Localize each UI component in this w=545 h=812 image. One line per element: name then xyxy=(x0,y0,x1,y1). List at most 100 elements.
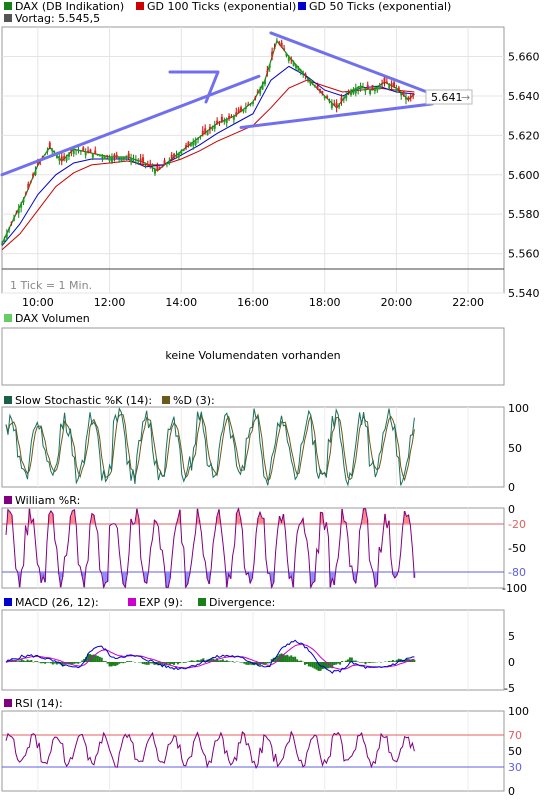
series-line-2 xyxy=(1,65,415,247)
candle-body xyxy=(63,156,66,159)
legend-exp: EXP (9): xyxy=(139,596,183,609)
main-x-tick-label: 20:00 xyxy=(381,296,413,309)
rsi-ytick-50: 50 xyxy=(508,745,522,758)
candle-body xyxy=(3,238,6,242)
main-x-tick-label: 12:00 xyxy=(94,296,126,309)
candle-body xyxy=(412,94,415,96)
legend-swatch-div xyxy=(198,598,206,606)
candle-body xyxy=(82,147,85,152)
williams-line xyxy=(5,507,415,590)
candle-body xyxy=(330,103,333,108)
candle-body xyxy=(220,116,223,122)
candle-body xyxy=(8,228,11,230)
candle-body xyxy=(333,103,336,106)
candle-body xyxy=(101,155,104,159)
macd-exp-line xyxy=(5,643,415,670)
candle-body xyxy=(232,116,235,120)
series-line-1 xyxy=(1,79,415,251)
macd-line xyxy=(5,639,415,674)
candle-body xyxy=(335,103,338,108)
candle-body xyxy=(400,92,403,96)
candle-body xyxy=(247,104,250,106)
legend-stoch-d: %D (3): xyxy=(173,394,215,407)
stoch-ytick-50: 50 xyxy=(508,442,522,455)
candle-body xyxy=(309,81,312,84)
williams-ytick-100: -100 xyxy=(502,582,527,595)
candle-body xyxy=(153,169,156,174)
candle-body xyxy=(311,84,314,86)
candle-body xyxy=(316,86,319,89)
trend-line-0 xyxy=(0,74,261,177)
main-panel: DAX (DB Indikation) GD 100 Ticks (expone… xyxy=(0,0,540,309)
candle-body xyxy=(237,109,240,113)
candle-body xyxy=(287,56,290,61)
candle-body xyxy=(34,170,37,175)
main-y-tick-label: 5.580 xyxy=(508,208,540,221)
candle-body xyxy=(17,208,20,214)
candle-body xyxy=(170,154,173,160)
candle-body xyxy=(55,155,58,159)
candle-body xyxy=(223,120,226,123)
candle-body xyxy=(361,86,364,88)
legend-swatch-d xyxy=(162,396,170,404)
candle-body xyxy=(404,97,407,100)
candle-body xyxy=(201,130,204,135)
williams-ytick-50: -50 xyxy=(508,542,526,555)
candle-body xyxy=(165,162,168,165)
candle-body xyxy=(393,82,396,87)
candle-body xyxy=(197,138,200,140)
candle-body xyxy=(292,62,295,67)
candle-body xyxy=(299,70,302,72)
candle-body xyxy=(297,67,300,72)
candle-body xyxy=(189,143,192,147)
candle-body xyxy=(149,163,152,167)
candle-body xyxy=(137,160,140,162)
candle-body xyxy=(364,87,367,92)
candle-body xyxy=(24,192,27,195)
candle-body xyxy=(113,154,116,158)
candle-body xyxy=(340,97,343,102)
candle-body xyxy=(397,87,400,91)
candle-body xyxy=(275,40,278,43)
candle-body xyxy=(127,153,130,158)
candle-body xyxy=(103,155,106,160)
main-x-tick-label: 16:00 xyxy=(237,296,269,309)
candle-body xyxy=(182,149,185,151)
candle-body xyxy=(158,167,161,169)
macd-grid xyxy=(37,610,469,690)
legend-swatch-dax xyxy=(4,2,12,10)
candle-body xyxy=(41,156,44,158)
candle-body xyxy=(314,86,317,88)
candle-body xyxy=(388,84,391,89)
candle-body xyxy=(44,154,47,156)
candle-body xyxy=(230,116,233,118)
candle-body xyxy=(218,121,221,123)
candle-body xyxy=(373,88,376,92)
candle-body xyxy=(242,109,245,112)
candle-body xyxy=(359,86,362,89)
candle-body xyxy=(151,167,154,169)
candle-body xyxy=(77,150,80,152)
williams-panel: William %R: 0 -20 -50 -80 -100 xyxy=(1,494,527,595)
candle-body xyxy=(110,157,113,162)
main-x-tick-label: 14:00 xyxy=(165,296,197,309)
rsi-ytick-0: 0 xyxy=(508,785,515,798)
candle-body xyxy=(87,150,90,153)
rsi-panel: RSI (14): 100 70 50 30 0 xyxy=(1,697,529,798)
williams-lower-label: -80 xyxy=(508,566,526,579)
last-price: 5.641 xyxy=(431,91,463,104)
candle-body xyxy=(168,160,171,164)
legend-vortag: Vortag: 5.545,5 xyxy=(15,12,100,25)
price-candles xyxy=(1,37,415,245)
rsi-upper-label: 70 xyxy=(508,729,522,742)
macd-ytick-5: 5 xyxy=(508,630,515,643)
candle-body xyxy=(79,150,82,152)
trend-line-1 xyxy=(269,31,434,96)
candle-body xyxy=(204,128,207,133)
candle-body xyxy=(22,199,25,203)
legend-swatch-gd50 xyxy=(298,2,306,10)
candle-body xyxy=(273,47,276,49)
candle-body xyxy=(302,73,305,75)
main-y-tick-label: 5.620 xyxy=(508,129,540,142)
candle-body xyxy=(108,157,111,161)
